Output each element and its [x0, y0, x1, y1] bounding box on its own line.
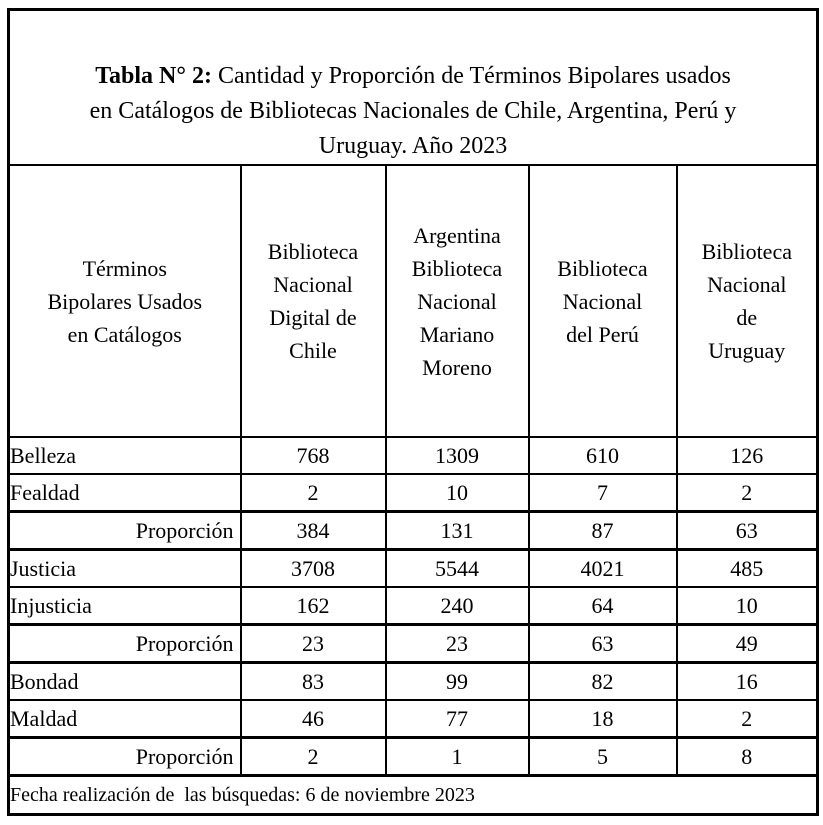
proportion-label: Proporción — [7, 510, 242, 551]
value-cell: 768 — [239, 436, 387, 475]
footer-row: Fecha realización de las búsquedas: 6 de… — [7, 774, 819, 816]
value-cell: 49 — [675, 623, 819, 664]
table-row-proporcion-1: Proporción 384 131 87 63 — [7, 510, 819, 551]
value-cell: 64 — [527, 586, 678, 626]
value-cell: 77 — [384, 699, 530, 739]
value-cell: 384 — [239, 510, 387, 551]
title-row: Tabla N° 2: Cantidad y Proporción de Tér… — [7, 8, 819, 166]
column-header-peru: Biblioteca Nacional del Perú — [527, 164, 678, 438]
value-cell: 126 — [675, 436, 819, 475]
proportion-label: Proporción — [7, 623, 242, 664]
value-cell: 10 — [675, 586, 819, 626]
value-cell: 63 — [675, 510, 819, 551]
table-row-proporcion-3: Proporción 2 1 5 8 — [7, 736, 819, 777]
header-row: Términos Bipolares Usados en Catálogos B… — [7, 164, 819, 438]
title-label-bold: Tabla N° 2: — [95, 63, 212, 89]
value-cell: 131 — [384, 510, 530, 551]
value-cell: 7 — [527, 473, 678, 513]
value-cell: 3708 — [239, 548, 387, 588]
table-row-bondad: Bondad 83 99 82 16 — [7, 661, 819, 701]
column-header-argentina: Argentina Biblioteca Nacional Mariano Mo… — [384, 164, 530, 438]
value-cell: 2 — [675, 699, 819, 739]
value-cell: 5 — [527, 736, 678, 777]
value-cell: 99 — [384, 661, 530, 701]
table-row-maldad: Maldad 46 77 18 2 — [7, 699, 819, 739]
value-cell: 46 — [239, 699, 387, 739]
term-label: Bondad — [7, 661, 242, 701]
term-label: Belleza — [7, 436, 242, 475]
value-cell: 23 — [384, 623, 530, 664]
value-cell: 240 — [384, 586, 530, 626]
value-cell: 82 — [527, 661, 678, 701]
table-row-fealdad: Fealdad 2 10 7 2 — [7, 473, 819, 513]
value-cell: 610 — [527, 436, 678, 475]
value-cell: 1309 — [384, 436, 530, 475]
title-line-1: Tabla N° 2: Cantidad y Proporción de Tér… — [11, 59, 816, 94]
table-row-belleza: Belleza 768 1309 610 126 — [7, 436, 819, 475]
table-row-injusticia: Injusticia 162 240 64 10 — [7, 586, 819, 626]
value-cell: 162 — [239, 586, 387, 626]
table-row-proporcion-2: Proporción 23 23 63 49 — [7, 623, 819, 664]
term-label: Maldad — [7, 699, 242, 739]
proportion-label: Proporción — [7, 736, 242, 777]
title-line-3: Uruguay. Año 2023 — [318, 133, 508, 159]
column-header-uruguay: Biblioteca Nacional de Uruguay — [675, 164, 819, 438]
value-cell: 23 — [239, 623, 387, 664]
value-cell: 5544 — [384, 548, 530, 588]
term-label: Fealdad — [7, 473, 242, 513]
value-cell: 4021 — [527, 548, 678, 588]
value-cell: 1 — [384, 736, 530, 777]
value-cell: 18 — [527, 699, 678, 739]
value-cell: 2 — [239, 736, 387, 777]
table-title: Tabla N° 2: Cantidad y Proporción de Tér… — [7, 8, 819, 166]
term-label: Justicia — [7, 548, 242, 588]
column-header-terms: Términos Bipolares Usados en Catálogos — [7, 164, 242, 438]
title-line-1-rest: Cantidad y Proporción de Términos Bipola… — [211, 63, 731, 89]
value-cell: 8 — [675, 736, 819, 777]
title-line-2: en Catálogos de Bibliotecas Nacionales d… — [89, 98, 737, 124]
value-cell: 87 — [527, 510, 678, 551]
footer-note: Fecha realización de las búsquedas: 6 de… — [7, 774, 819, 816]
value-cell: 485 — [675, 548, 819, 588]
table-row-justicia: Justicia 3708 5544 4021 485 — [7, 548, 819, 588]
term-label: Injusticia — [7, 586, 242, 626]
value-cell: 63 — [527, 623, 678, 664]
column-header-chile: Biblioteca Nacional Digital de Chile — [239, 164, 387, 438]
value-cell: 10 — [384, 473, 530, 513]
value-cell: 2 — [239, 473, 387, 513]
bipolar-terms-table: Tabla N° 2: Cantidad y Proporción de Tér… — [7, 8, 820, 816]
value-cell: 2 — [675, 473, 819, 513]
value-cell: 83 — [239, 661, 387, 701]
value-cell: 16 — [675, 661, 819, 701]
